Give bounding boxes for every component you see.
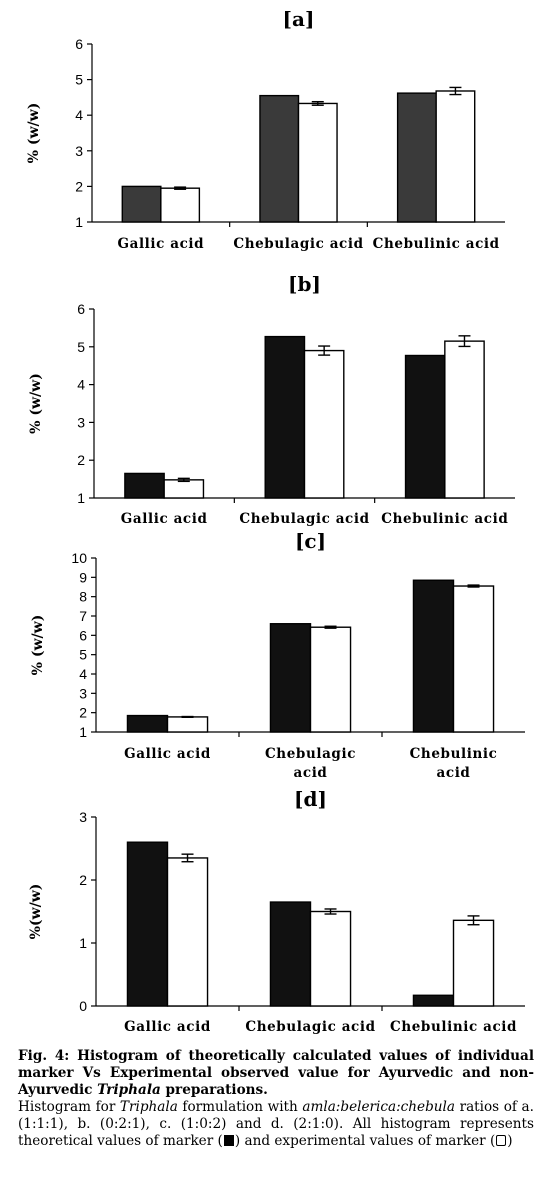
caption-line2-mid2: ) and experimental values of marker ( — [234, 1133, 496, 1149]
panel-d-bar-theoretical — [412, 994, 455, 1007]
panel-b-y-tick-label: 4 — [77, 377, 85, 393]
panel-b-y-tick-label: 5 — [77, 339, 85, 355]
panel-c-y-tick-label: 8 — [79, 589, 87, 605]
caption-italic-ratio: amla:belerica:chebula — [302, 1099, 455, 1115]
panel-a-bar-experimental — [160, 187, 201, 223]
panel-d-category-label: Chebulagic acid — [245, 1019, 375, 1035]
panel-b-y-axis-label: % (w/w) — [28, 373, 44, 434]
panel-b-bar-experimental — [444, 340, 485, 499]
panel-b-bar-theoretical — [124, 472, 165, 499]
caption-title: Fig. 4: Histogram of theoretically calcu… — [18, 1048, 534, 1099]
panel-a-bar-experimental — [435, 90, 476, 223]
panel-d-title: [d] — [294, 787, 327, 811]
panel-b-bar-theoretical — [264, 335, 306, 499]
panel-c-title: [c] — [295, 529, 326, 553]
panel-a-y-tick-label: 1 — [75, 214, 83, 230]
panel-c-y-tick-label: 5 — [79, 647, 87, 663]
panel-d-y-tick-label: 1 — [79, 935, 87, 951]
panel-c-category-label: acid — [437, 765, 471, 781]
filled-square-icon — [223, 1135, 234, 1146]
open-square-icon — [496, 1135, 507, 1146]
panel-a-y-tick-label: 6 — [75, 36, 83, 52]
panel-c-y-tick-label: 9 — [79, 569, 87, 585]
panel-d-category-label: Chebulinic acid — [390, 1019, 517, 1035]
panel-b-bar-theoretical — [404, 354, 446, 499]
panel-b-y-tick-label: 1 — [77, 490, 85, 506]
panel-c-y-tick-label: 1 — [79, 724, 87, 740]
panel-a-bar-experimental — [297, 102, 338, 223]
panel-c-category-label: Chebulagic — [265, 746, 356, 762]
panel-c-bar-experimental — [166, 716, 209, 733]
caption-line2-rest: ratios of a. (1:1:1), b. (0:2:1), c. (1:… — [18, 1099, 534, 1149]
panel-d-bar-experimental — [452, 919, 495, 1007]
caption-line2-end: ) — [507, 1133, 513, 1149]
caption-line1: Fig. 4: Histogram of theoretically calcu… — [18, 1048, 534, 1098]
caption-line2-mid: formulation with — [177, 1099, 303, 1115]
panel-c-y-tick-label: 6 — [79, 627, 87, 643]
panel-a-y-tick-label: 2 — [75, 178, 83, 194]
panel-b-y-tick-label: 6 — [77, 301, 85, 317]
panel-d-bar-theoretical — [269, 901, 312, 1007]
panel-b-bar-experimental — [163, 479, 205, 499]
caption-italic-triphala: Triphala — [97, 1082, 161, 1098]
panel-c-bar-theoretical — [269, 623, 312, 733]
panel-a-y-tick-label: 5 — [75, 72, 83, 88]
panel-b-category-label: Gallic acid — [121, 511, 208, 527]
panel-b-y-tick-label: 2 — [77, 452, 85, 468]
caption-line1-end: preparations. — [160, 1082, 268, 1098]
panel-a-category-label: Chebulinic acid — [373, 236, 500, 252]
panel-a-title: [a] — [283, 7, 315, 31]
panel-a-bar-theoretical — [396, 92, 437, 223]
caption-line2-start: Histogram for — [18, 1099, 120, 1115]
panel-b-title: [b] — [288, 272, 321, 296]
panel-b-category-label: Chebulagic acid — [239, 511, 369, 527]
panel-d-y-axis-label: %(w/w) — [28, 884, 44, 940]
panel-a-bar-theoretical — [259, 94, 300, 223]
panel-d-bar-experimental — [309, 910, 352, 1007]
panel-c-y-tick-label: 2 — [79, 705, 87, 721]
panel-c-category-label: Gallic acid — [124, 746, 211, 762]
panel-d-y-tick-label: 2 — [79, 872, 87, 888]
panel-c-bar-theoretical — [412, 579, 455, 733]
caption-italic-triphala-2: Triphala — [119, 1099, 178, 1115]
panel-d-bar-experimental — [166, 857, 209, 1007]
panel-b-bar-experimental — [303, 349, 345, 499]
figure-caption: Fig. 4: Histogram of theoretically calcu… — [18, 1048, 534, 1150]
panel-d-category-label: Gallic acid — [124, 1019, 211, 1035]
panel-d-y-tick-label: 0 — [79, 998, 87, 1014]
panel-a-y-axis-label: % (w/w) — [26, 103, 42, 164]
histogram-figure: [a] 1 2 3 4 5 6 % (w/w) Gallic acid Chebulagic ac… — [26, 7, 525, 1035]
panel-c-y-tick-label: 10 — [71, 550, 87, 566]
panel-c-y-tick-label: 7 — [79, 608, 87, 624]
panel-b-category-label: Chebulinic acid — [381, 511, 508, 527]
panel-c-bar-theoretical — [126, 714, 169, 733]
panel-c-y-tick-label: 4 — [79, 666, 87, 682]
panel-a-bar-theoretical — [121, 185, 162, 223]
panel-a-category-label: Chebulagic acid — [233, 236, 363, 252]
panel-c-y-axis-label: % (w/w) — [30, 615, 46, 676]
caption-body: Histogram for Triphala formulation with … — [18, 1099, 534, 1150]
panel-c-category-label: acid — [294, 765, 328, 781]
panel-c-bar-experimental — [309, 626, 352, 733]
panel-b-y-tick-label: 3 — [77, 414, 85, 430]
figure: [a] 1 2 3 4 5 6 % (w/w) Gallic acid Chebulagic ac… — [26, 7, 525, 1035]
panel-a-category-label: Gallic acid — [117, 236, 204, 252]
panel-c-y-tick-label: 3 — [79, 685, 87, 701]
panel-d-y-tick-label: 3 — [79, 809, 87, 825]
panel-a-y-tick-label: 3 — [75, 143, 83, 159]
panel-c-bar-experimental — [452, 585, 495, 733]
panel-a-y-tick-label: 4 — [75, 107, 83, 123]
panel-d-bar-theoretical — [126, 841, 169, 1007]
panel-c-category-label: Chebulinic — [410, 746, 498, 762]
